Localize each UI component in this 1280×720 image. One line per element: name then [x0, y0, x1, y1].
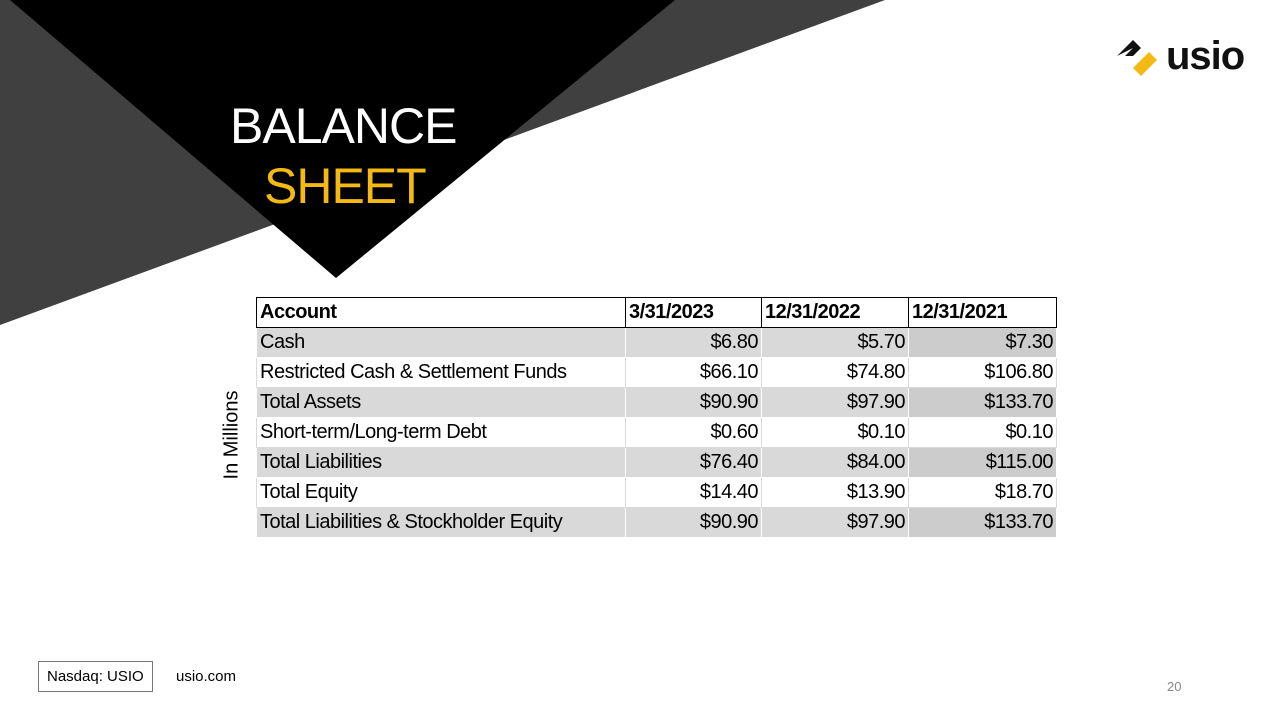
value-cell: $76.40	[625, 447, 762, 478]
header-cell: Account	[256, 297, 626, 328]
site: usio.com	[176, 668, 237, 685]
value-cell: $133.70	[908, 387, 1057, 418]
balance-table: Account 3/31/2023 12/31/2022 12/31/2021 Cas…	[256, 297, 1057, 538]
value-cell: $74.80	[761, 357, 909, 388]
account-cell: Total Assets	[256, 387, 626, 418]
title: BALANCE SHEET	[230, 96, 457, 216]
account-cell: Cash	[256, 327, 626, 358]
page-number: 20	[1167, 679, 1182, 694]
value-cell: $5.70	[761, 327, 909, 358]
account-cell: Total Liabilities	[256, 447, 626, 478]
account-cell: Total Liabilities & Stockholder Equity	[256, 507, 626, 538]
title-line: BALANCE	[230, 98, 457, 154]
value-cell: $0.60	[625, 417, 762, 448]
value-cell: $14.40	[625, 477, 762, 508]
value-cell: $106.80	[908, 357, 1057, 388]
header-row: Account 3/31/2023 12/31/2022 12/31/2021	[256, 297, 1057, 328]
account-cell: Total Equity	[256, 477, 626, 508]
value-cell: $97.90	[761, 387, 909, 418]
value-cell: $0.10	[761, 417, 909, 448]
value-cell: $90.90	[625, 387, 762, 418]
value-cell: $90.90	[625, 507, 762, 538]
table-row: Total Liabilities & Stockholder Equity $9…	[256, 507, 1057, 538]
value-cell: $7.30	[908, 327, 1057, 358]
account-cell: Short-term/Long-term Debt	[256, 417, 626, 448]
logo-icon	[1117, 40, 1157, 76]
value-cell: $84.00	[761, 447, 909, 478]
logo-text: usio	[1166, 34, 1245, 78]
value-cell: $6.80	[625, 327, 762, 358]
header-cell: 12/31/2021	[908, 297, 1057, 328]
account-cell: Restricted Cash & Settlement Funds	[256, 357, 626, 388]
ticker: Nasdaq: USIO	[38, 661, 153, 692]
value-cell: $66.10	[625, 357, 762, 388]
black-triangle	[10, 0, 675, 278]
value-cell: $115.00	[908, 447, 1057, 478]
table-row: Total Liabilities $76.40 $84.00 $115.00	[256, 447, 1057, 478]
title-line: SHEET	[264, 158, 427, 214]
value-cell: $97.90	[761, 507, 909, 538]
table-row: Restricted Cash & Settlement Funds $66.10…	[256, 357, 1057, 388]
table-row: Cash $6.80 $5.70 $7.30	[256, 327, 1057, 358]
table-row: Total Equity $14.40 $13.90 $18.70	[256, 477, 1057, 508]
header-cell: 3/31/2023	[625, 297, 762, 328]
header-cell: 12/31/2022	[761, 297, 909, 328]
value-cell: $0.10	[908, 417, 1057, 448]
table-row: Short-term/Long-term Debt $0.60 $0.10 $0.10	[256, 417, 1057, 448]
side-label: In Millions	[220, 390, 243, 480]
value-cell: $133.70	[908, 507, 1057, 538]
value-cell: $18.70	[908, 477, 1057, 508]
table-row: Total Assets $90.90 $97.90 $133.70	[256, 387, 1057, 418]
value-cell: $13.90	[761, 477, 909, 508]
